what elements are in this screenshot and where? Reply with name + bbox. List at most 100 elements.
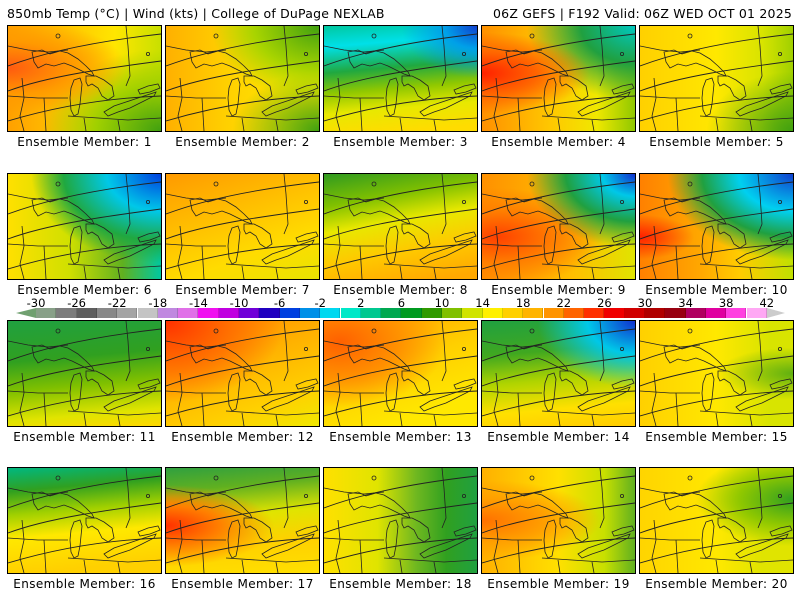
colorbar-segment (259, 308, 280, 318)
ensemble-member-map (165, 173, 320, 280)
ensemble-member-map (165, 467, 320, 574)
great-lakes-basemap (640, 174, 793, 279)
colorbar-segment (624, 308, 645, 318)
colorbar-segment (584, 308, 605, 318)
colorbar-tick-label: -18 (148, 296, 168, 310)
great-lakes-basemap (166, 468, 319, 573)
great-lakes-basemap (324, 321, 477, 426)
model-run-valid-time: 06Z GEFS | F192 Valid: 06Z WED OCT 01 20… (493, 6, 792, 21)
colorbar-segment (442, 308, 463, 318)
colorbar-segment (421, 308, 442, 318)
colorbar-segment (96, 308, 118, 318)
colorbar-tick-label: 26 (597, 296, 612, 310)
ensemble-member-map (639, 467, 794, 574)
ensemble-member-map (323, 320, 478, 427)
colorbar-segment (76, 308, 97, 318)
ensemble-member-map (481, 25, 636, 132)
colorbar-segment (320, 308, 341, 318)
great-lakes-basemap (324, 174, 477, 279)
colorbar-segment (360, 308, 382, 318)
great-lakes-basemap (482, 26, 635, 131)
great-lakes-basemap (324, 26, 477, 131)
colorbar-segment (178, 308, 199, 318)
ensemble-member-label: Ensemble Member: 10 (645, 283, 788, 297)
ensemble-member-map (7, 25, 162, 132)
ensemble-member-label: Ensemble Member: 5 (649, 135, 784, 149)
colorbar-segment (239, 308, 260, 318)
colorbar-segment (665, 308, 686, 318)
colorbar-tick-label: -2 (314, 296, 326, 310)
colorbar-segment (645, 308, 666, 318)
map-title: 850mb Temp (°C) | Wind (kts) | College o… (7, 6, 385, 21)
ensemble-member-label: Ensemble Member: 20 (645, 577, 788, 591)
colorbar-segment (726, 308, 747, 318)
great-lakes-basemap (8, 26, 161, 131)
colorbar-high-arrow (766, 308, 785, 318)
ensemble-member-map (639, 320, 794, 427)
ensemble-member-label: Ensemble Member: 11 (13, 430, 156, 444)
ensemble-member-label: Ensemble Member: 7 (175, 283, 310, 297)
ensemble-member-map (165, 320, 320, 427)
colorbar-segment (198, 308, 219, 318)
ensemble-member-label: Ensemble Member: 14 (487, 430, 630, 444)
colorbar-segment (705, 308, 727, 318)
colorbar-tick-label: 2 (357, 296, 365, 310)
ensemble-member-map (165, 25, 320, 132)
ensemble-member-label: Ensemble Member: 9 (491, 283, 626, 297)
great-lakes-basemap (640, 26, 793, 131)
colorbar-segment (218, 308, 239, 318)
great-lakes-basemap (166, 321, 319, 426)
great-lakes-basemap (640, 321, 793, 426)
colorbar-tick-label: 10 (434, 296, 450, 310)
colorbar-tick-label: -14 (188, 296, 208, 310)
ensemble-member-label: Ensemble Member: 15 (645, 430, 788, 444)
colorbar-segment (543, 308, 564, 318)
colorbar-segment (279, 308, 300, 318)
colorbar-tick-label: 18 (515, 296, 531, 310)
colorbar-segment (117, 308, 138, 318)
great-lakes-basemap (482, 174, 635, 279)
colorbar-low-arrow (16, 308, 36, 318)
colorbar-tick-label: 22 (556, 296, 572, 310)
colorbar-segment (502, 308, 524, 318)
great-lakes-basemap (8, 468, 161, 573)
ensemble-member-map (481, 173, 636, 280)
colorbar-segment (604, 308, 625, 318)
ensemble-member-label: Ensemble Member: 6 (17, 283, 152, 297)
ensemble-member-map (7, 467, 162, 574)
great-lakes-basemap (324, 468, 477, 573)
colorbar-segment (56, 308, 77, 318)
colorbar-segment (299, 308, 321, 318)
colorbar-tick-label: 38 (718, 296, 734, 310)
ensemble-member-label: Ensemble Member: 3 (333, 135, 468, 149)
colorbar-segment (462, 308, 483, 318)
ensemble-member-label: Ensemble Member: 1 (17, 135, 152, 149)
ensemble-member-map (323, 25, 478, 132)
ensemble-member-label: Ensemble Member: 17 (171, 577, 314, 591)
ensemble-member-label: Ensemble Member: 4 (491, 135, 626, 149)
colorbar-tick-label: -30 (26, 296, 46, 310)
colorbar-segment (563, 308, 585, 318)
colorbar-segment (746, 308, 767, 318)
colorbar-segment (523, 308, 544, 318)
great-lakes-basemap (166, 26, 319, 131)
colorbar-tick-label: 34 (678, 296, 693, 310)
ensemble-member-map (481, 467, 636, 574)
ensemble-member-label: Ensemble Member: 12 (171, 430, 314, 444)
ensemble-member-map (323, 467, 478, 574)
colorbar-segment (482, 308, 503, 318)
ensemble-member-label: Ensemble Member: 18 (329, 577, 472, 591)
great-lakes-basemap (8, 321, 161, 426)
colorbar-tick-label: -6 (273, 296, 286, 310)
ensemble-member-label: Ensemble Member: 19 (487, 577, 630, 591)
ensemble-member-label: Ensemble Member: 13 (329, 430, 472, 444)
colorbar-segment (157, 308, 179, 318)
colorbar-tick-label: 42 (759, 296, 775, 310)
colorbar-segment (401, 308, 422, 318)
colorbar-tick-label: -10 (229, 296, 249, 310)
ensemble-member-label: Ensemble Member: 2 (175, 135, 310, 149)
great-lakes-basemap (482, 321, 635, 426)
ensemble-member-label: Ensemble Member: 8 (333, 283, 468, 297)
ensemble-member-map (639, 173, 794, 280)
ensemble-member-map (639, 25, 794, 132)
